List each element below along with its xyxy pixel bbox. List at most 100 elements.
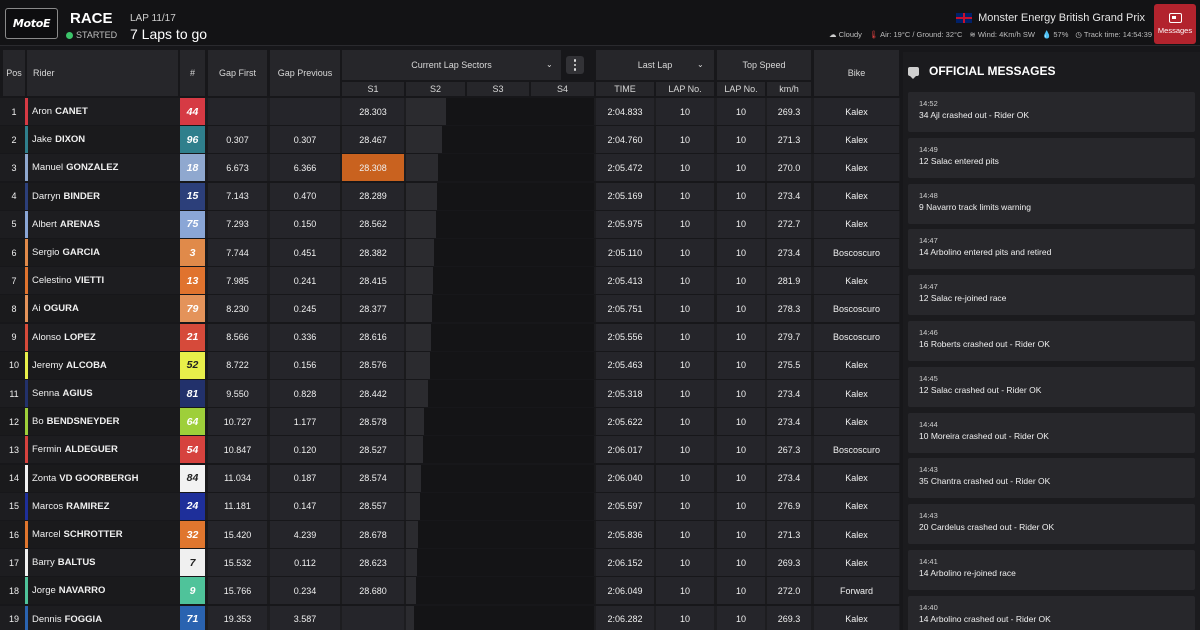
message-item[interactable]: 14:43 20 Cardelus crashed out - Rider OK xyxy=(908,504,1195,545)
bike-cell: Forward xyxy=(814,577,899,605)
col-bike[interactable]: Bike xyxy=(814,50,899,96)
position-cell: 13 xyxy=(8,444,19,455)
col-gap-first[interactable]: Gap First xyxy=(208,50,267,96)
rider-number-badge: 79 xyxy=(180,295,205,323)
message-item[interactable]: 14:45 12 Salac crashed out - Rider OK xyxy=(908,366,1195,407)
rider-name[interactable]: Darryn BINDER xyxy=(27,183,178,210)
bike-cell: Boscoscuro xyxy=(814,295,899,323)
rider-last-name: ARENAS xyxy=(59,218,100,230)
last-lap-no-cell: 10 xyxy=(656,549,714,577)
col-s3[interactable]: S3 xyxy=(467,82,529,96)
gap-previous-cell: 0.245 xyxy=(270,295,340,323)
message-text: 14 Arbolino crashed out - Rider OK xyxy=(919,613,1051,624)
track-time: ◷ Track time: 14:54:39 xyxy=(1075,30,1152,39)
message-item[interactable]: 14:44 10 Moreira crashed out - Rider OK xyxy=(908,412,1195,453)
col-rider[interactable]: Rider xyxy=(27,50,178,96)
top-speed-kmh-cell: 278.3 xyxy=(767,295,811,323)
top-header: MotoE RACE STARTED LAP 11/17 7 Laps to g… xyxy=(0,0,1200,46)
event-name: Monster Energy British Grand Prix xyxy=(956,12,1145,24)
col-s1[interactable]: S1 xyxy=(342,82,404,96)
top-speed-lap-cell: 10 xyxy=(717,436,765,464)
top-speed-lap-cell: 10 xyxy=(717,492,765,520)
message-item[interactable]: 14:47 12 Salac re-joined race xyxy=(908,275,1195,316)
top-speed-lap-cell: 10 xyxy=(717,182,765,210)
sector-remaining-track xyxy=(406,577,594,605)
rider-number-badge: 71 xyxy=(180,605,205,630)
rider-name[interactable]: Ai OGURA xyxy=(27,295,178,322)
rider-name[interactable]: Albert ARENAS xyxy=(27,211,178,238)
rider-name[interactable]: Fermin ALDEGUER xyxy=(27,436,178,463)
rider-name[interactable]: Senna AGIUS xyxy=(27,380,178,407)
team-color-bar xyxy=(25,126,28,154)
sector1-cell: 28.616 xyxy=(342,323,404,351)
message-time: 14:52 xyxy=(919,99,938,108)
col-s2[interactable]: S2 xyxy=(406,82,465,96)
message-item[interactable]: 14:52 34 Ajl crashed out - Rider OK xyxy=(908,92,1195,132)
rider-name[interactable]: Dennis FOGGIA xyxy=(27,606,178,630)
rider-name[interactable]: Alonso LOPEZ xyxy=(27,324,178,351)
messages-button[interactable]: Messages xyxy=(1154,4,1196,44)
last-lap-time-cell: 2:06.040 xyxy=(596,464,654,492)
rider-name[interactable]: Barry BALTUS xyxy=(27,549,178,576)
col-ts-lap-no[interactable]: LAP No. xyxy=(717,82,765,96)
rider-first-name: Aron xyxy=(32,106,53,117)
last-lap-time-cell: 2:04.833 xyxy=(596,98,654,125)
message-item[interactable]: 14:43 35 Chantra crashed out - Rider OK xyxy=(908,458,1195,499)
message-item[interactable]: 14:48 9 Navarro track limits warning xyxy=(908,183,1195,224)
bike-cell: Kalex xyxy=(814,126,899,154)
rider-name[interactable]: Aron CANET xyxy=(27,98,178,125)
message-item[interactable]: 14:40 14 Arbolino crashed out - Rider OK xyxy=(908,595,1195,630)
col-top-speed[interactable]: Top Speed xyxy=(717,50,811,80)
position-cell: 19 xyxy=(8,614,19,625)
message-item[interactable]: 14:46 16 Roberts crashed out - Rider OK xyxy=(908,321,1195,361)
last-lap-no-cell: 10 xyxy=(656,295,714,323)
rider-first-name: Sergio xyxy=(32,247,60,258)
rider-name[interactable]: Jorge NAVARRO xyxy=(27,577,178,604)
message-time: 14:45 xyxy=(919,373,938,383)
col-gap-previous[interactable]: Gap Previous xyxy=(270,50,340,96)
sector1-cell xyxy=(342,605,404,630)
rider-name[interactable]: Marcos RAMIREZ xyxy=(27,493,178,520)
last-lap-time-cell: 2:05.622 xyxy=(596,408,654,436)
rider-number-badge: 15 xyxy=(180,182,205,210)
last-lap-dropdown[interactable]: Last Lap xyxy=(596,50,714,80)
last-lap-time-cell: 2:05.836 xyxy=(596,521,654,548)
rider-name[interactable]: Jeremy ALCOBA xyxy=(27,352,178,379)
col-lap-no[interactable]: LAP No. xyxy=(656,82,714,96)
last-lap-label: Last Lap xyxy=(637,60,673,70)
last-lap-time-cell: 2:06.017 xyxy=(596,436,654,464)
rider-last-name: ALCOBA xyxy=(66,359,107,371)
col-kmh[interactable]: km/h xyxy=(767,82,811,96)
condition-text: Cloudy xyxy=(838,30,862,39)
rider-name[interactable]: Jake DIXON xyxy=(27,126,178,153)
rider-name[interactable]: Bo BENDSNEYDER xyxy=(27,408,178,435)
message-item[interactable]: 14:41 14 Arbolino re-joined race xyxy=(908,550,1195,590)
rider-last-name: AGIUS xyxy=(62,388,93,399)
rider-last-name: GARCIA xyxy=(62,247,100,258)
more-options-icon[interactable] xyxy=(566,56,584,74)
rider-name[interactable]: Sergio GARCIA xyxy=(27,239,178,266)
sectors-dropdown[interactable]: Current Lap Sectors xyxy=(342,50,561,80)
sector-remaining-track xyxy=(406,436,594,464)
col-s4[interactable]: S4 xyxy=(531,82,594,96)
position-cell: 12 xyxy=(8,416,19,427)
rider-name[interactable]: Zonta VD GOORBERGH xyxy=(27,465,178,492)
top-speed-kmh-cell: 271.3 xyxy=(767,521,811,548)
gap-first-cell: 11.181 xyxy=(208,492,267,520)
chevron-down-icon: ⌄ xyxy=(546,60,553,69)
message-item[interactable]: 14:47 14 Arbolino entered pits and retire… xyxy=(908,229,1195,270)
sector1-cell: 28.574 xyxy=(342,464,404,492)
col-time[interactable]: TIME xyxy=(596,82,654,96)
position-cell: 15 xyxy=(8,501,19,512)
rider-name[interactable]: Manuel GONZALEZ xyxy=(27,154,178,181)
top-speed-lap-cell: 10 xyxy=(717,408,765,436)
rider-name[interactable]: Celestino VIETTI xyxy=(27,267,178,294)
rider-first-name: Zonta xyxy=(32,472,57,484)
sector2-progress-bar xyxy=(406,210,436,238)
col-pos[interactable]: Pos xyxy=(3,50,25,96)
weather-condition: ☁ Cloudy xyxy=(829,30,862,39)
position-cell: 10 xyxy=(8,360,19,371)
rider-name[interactable]: Marcel SCHROTTER xyxy=(27,521,178,548)
message-item[interactable]: 14:49 12 Salac entered pits xyxy=(908,137,1195,178)
col-number[interactable]: # xyxy=(180,50,205,96)
